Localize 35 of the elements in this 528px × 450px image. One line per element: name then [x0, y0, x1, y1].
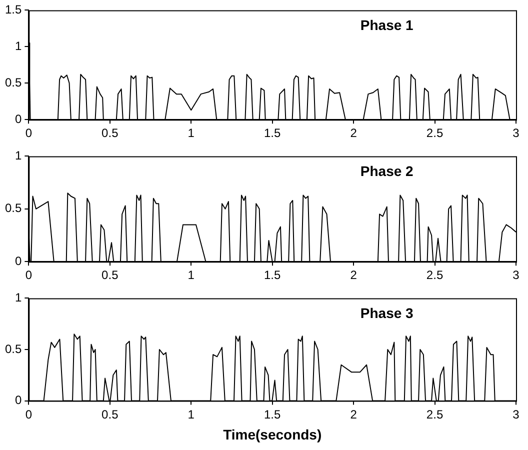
y-tick-label: 1.5	[4, 2, 22, 17]
x-tick-label: 2	[350, 126, 358, 140]
y-tick-label: 1	[14, 148, 22, 163]
x-tick-label: 0.5	[102, 126, 119, 140]
x-tick-label: 0.5	[102, 268, 119, 282]
x-tick-label: 1.5	[264, 268, 282, 282]
x-tick-label: 1	[188, 407, 195, 422]
x-tick-label: 1	[188, 126, 195, 140]
x-tick-label: 1.5	[264, 407, 282, 422]
annotation: Phase 3	[360, 305, 414, 322]
x-tick-label: 3	[512, 126, 520, 140]
x-tick-label: 0.5	[102, 407, 119, 422]
y-tick-label: 1	[14, 290, 22, 305]
x-axis-title: Time(seconds)	[223, 426, 322, 442]
y-tick-label: 1	[14, 38, 22, 53]
x-tick-label: 2.5	[426, 126, 444, 140]
x-tick-label: 2.5	[426, 268, 444, 282]
y-tick-label: 0.5	[4, 75, 22, 90]
x-tick-label: 1	[188, 268, 195, 282]
x-tick-label: 2.5	[426, 407, 444, 422]
x-tick-label: 2	[350, 407, 358, 422]
x-tick-label: 1.5	[264, 126, 282, 140]
x-tick-label: 0	[25, 126, 32, 140]
x-tick-label: 3	[512, 268, 520, 282]
annotation: Phase 2	[360, 163, 414, 180]
x-tick-label: 3	[512, 407, 520, 422]
x-tick-label: 2	[350, 268, 358, 282]
x-tick-label: 0	[25, 268, 32, 282]
y-tick-label: 0.5	[4, 201, 22, 216]
y-tick-label: 0	[14, 393, 22, 408]
y-tick-label: 0.5	[4, 342, 22, 356]
x-tick-label: 0	[25, 407, 32, 422]
annotation: Phase 1	[360, 17, 414, 34]
y-tick-label: 0	[14, 254, 22, 268]
y-tick-label: 0	[14, 112, 22, 126]
